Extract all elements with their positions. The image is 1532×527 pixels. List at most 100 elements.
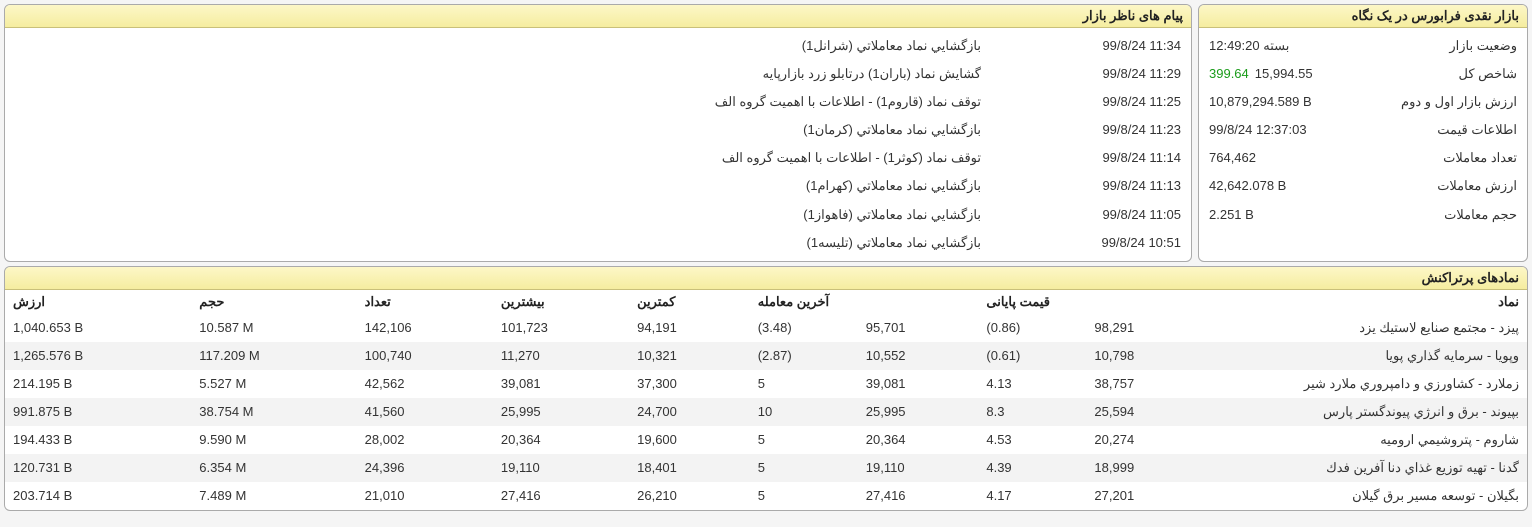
cell: 101,723 <box>493 314 629 342</box>
symbols-title: نمادهای پرتراکنش <box>5 267 1527 290</box>
cell: 37,300 <box>629 370 750 398</box>
top-row: بازار نقدی فرابورس در یک نگاه وضعیت بازا… <box>0 0 1532 266</box>
overview-label: شاخص کل <box>1459 63 1517 85</box>
cell: 4.13 <box>978 370 1086 398</box>
symbols-table: نماد قیمت پایانی آخرین معامله کمترین بیش… <box>5 290 1527 511</box>
overview-row: شاخص کل 399.6415,994.55 <box>1199 60 1527 88</box>
cell: 5 <box>750 482 858 510</box>
cell: 98,291 <box>1086 314 1207 342</box>
cell: 39,081 <box>858 370 979 398</box>
cell: 5 <box>750 454 858 482</box>
cell: 24,700 <box>629 398 750 426</box>
table-row[interactable]: شاروم - پتروشيمي اروميه20,2744.5320,3645… <box>5 426 1527 454</box>
cell: 194.433 B <box>5 426 191 454</box>
cell: 5.527 M <box>191 370 356 398</box>
overview-value: 99/8/24 12:37:03 <box>1209 119 1307 141</box>
cell: 4.39 <box>978 454 1086 482</box>
overview-row: حجم معاملات2.251 B <box>1199 201 1527 229</box>
message-time: 99/8/24 11:29 <box>1041 63 1181 85</box>
message-text: توقف نماد (قاروم1) - اطلاعات با اهميت گر… <box>15 91 1041 113</box>
symbols-panel: نمادهای پرتراکنش نماد قیمت پایانی آخرین … <box>4 266 1528 512</box>
message-text: بازگشايي نماد معاملاتي (تليسه1) <box>15 232 1041 254</box>
overview-label: اطلاعات قیمت <box>1437 119 1517 141</box>
message-time: 99/8/24 11:13 <box>1041 175 1181 197</box>
cell: 20,274 <box>1086 426 1207 454</box>
message-time: 99/8/24 11:34 <box>1041 35 1181 57</box>
col-symbol: نماد <box>1207 290 1527 314</box>
cell: 28,002 <box>357 426 493 454</box>
col-volume: حجم <box>191 290 356 314</box>
cell: (0.86) <box>978 314 1086 342</box>
message-row[interactable]: 99/8/24 11:29گشايش نماد (باران1) درتابلو… <box>5 60 1191 88</box>
cell: 95,701 <box>858 314 979 342</box>
cell: بپيوند - برق و انرژي پيوندگستر پارس <box>1207 398 1527 426</box>
cell: 18,999 <box>1086 454 1207 482</box>
cell: 100,740 <box>357 342 493 370</box>
cell: 10,798 <box>1086 342 1207 370</box>
cell: 5 <box>750 370 858 398</box>
overview-value: 10,879,294.589 B <box>1209 91 1312 113</box>
cell: 7.489 M <box>191 482 356 510</box>
cell: بگيلان - توسعه مسير برق گيلان <box>1207 482 1527 510</box>
table-row[interactable]: زملارد - كشاورزي و دامپروري ملارد شير38,… <box>5 370 1527 398</box>
cell: 39,081 <box>493 370 629 398</box>
cell: 27,201 <box>1086 482 1207 510</box>
message-time: 99/8/24 11:05 <box>1041 204 1181 226</box>
col-last-trade: آخرین معامله <box>750 290 979 314</box>
cell: 4.17 <box>978 482 1086 510</box>
message-text: بازگشايي نماد معاملاتي (كهرام1) <box>15 175 1041 197</box>
overview-row: اطلاعات قیمت 99/8/24 12:37:03 <box>1199 116 1527 144</box>
cell: 8.3 <box>978 398 1086 426</box>
col-high: بیشترین <box>493 290 629 314</box>
overview-panel: بازار نقدی فرابورس در یک نگاه وضعیت بازا… <box>1198 4 1528 262</box>
overview-label: ارزش بازار اول و دوم <box>1401 91 1517 113</box>
table-row[interactable]: پيزد - مجتمع صنايع لاستيك يزد98,291(0.86… <box>5 314 1527 342</box>
message-time: 99/8/24 11:14 <box>1041 147 1181 169</box>
message-row[interactable]: 99/8/24 11:25توقف نماد (قاروم1) - اطلاعا… <box>5 88 1191 116</box>
message-text: توقف نماد (كوثر1) - اطلاعات با اهميت گرو… <box>15 147 1041 169</box>
col-value: ارزش <box>5 290 191 314</box>
col-count: تعداد <box>357 290 493 314</box>
table-row[interactable]: بگيلان - توسعه مسير برق گيلان27,2014.172… <box>5 482 1527 510</box>
cell: 4.53 <box>978 426 1086 454</box>
message-row[interactable]: 99/8/24 11:14توقف نماد (كوثر1) - اطلاعات… <box>5 144 1191 172</box>
table-row[interactable]: بپيوند - برق و انرژي پيوندگستر پارس25,59… <box>5 398 1527 426</box>
cell: 25,594 <box>1086 398 1207 426</box>
cell: 24,396 <box>357 454 493 482</box>
overview-label: تعداد معاملات <box>1443 147 1517 169</box>
cell: 10,321 <box>629 342 750 370</box>
message-row[interactable]: 99/8/24 10:51بازگشايي نماد معاملاتي (تلي… <box>5 229 1191 257</box>
cell: 41,560 <box>357 398 493 426</box>
cell: 991.875 B <box>5 398 191 426</box>
message-row[interactable]: 99/8/24 11:34بازگشايي نماد معاملاتي (شرا… <box>5 32 1191 60</box>
message-text: بازگشايي نماد معاملاتي (شرانل1) <box>15 35 1041 57</box>
cell: 18,401 <box>629 454 750 482</box>
message-row[interactable]: 99/8/24 11:23بازگشايي نماد معاملاتي (كرم… <box>5 116 1191 144</box>
cell: 120.731 B <box>5 454 191 482</box>
overview-value: 399.6415,994.55 <box>1209 63 1313 85</box>
cell: 20,364 <box>493 426 629 454</box>
overview-value: 42,642.078 B <box>1209 175 1286 197</box>
message-time: 99/8/24 10:51 <box>1041 232 1181 254</box>
message-row[interactable]: 99/8/24 11:05بازگشايي نماد معاملاتي (فاه… <box>5 201 1191 229</box>
cell: 25,995 <box>858 398 979 426</box>
cell: 9.590 M <box>191 426 356 454</box>
overview-value: 2.251 B <box>1209 204 1254 226</box>
cell: 1,040.653 B <box>5 314 191 342</box>
cell: 10 <box>750 398 858 426</box>
cell: 214.195 B <box>5 370 191 398</box>
overview-value: 764,462 <box>1209 147 1256 169</box>
message-row[interactable]: 99/8/24 11:13بازگشايي نماد معاملاتي (كهر… <box>5 172 1191 200</box>
overview-delta: 399.64 <box>1209 63 1249 85</box>
table-row[interactable]: وپويا - سرمايه گذاري پويا10,798(0.61)10,… <box>5 342 1527 370</box>
overview-row: ارزش بازار اول و دوم 10,879,294.589 B <box>1199 88 1527 116</box>
message-text: بازگشايي نماد معاملاتي (كرمان1) <box>15 119 1041 141</box>
overview-value: بسته 12:49:20 <box>1209 35 1289 57</box>
cell: 10,552 <box>858 342 979 370</box>
col-final-price: قیمت پایانی <box>978 290 1207 314</box>
messages-panel: پیام های ناظر بازار 99/8/24 11:34بازگشاي… <box>4 4 1192 262</box>
overview-row: تعداد معاملات 764,462 <box>1199 144 1527 172</box>
cell: شاروم - پتروشيمي اروميه <box>1207 426 1527 454</box>
table-row[interactable]: گدنا - تهيه توزيع غذاي دنا آفرين فدك18,9… <box>5 454 1527 482</box>
cell: 10.587 M <box>191 314 356 342</box>
